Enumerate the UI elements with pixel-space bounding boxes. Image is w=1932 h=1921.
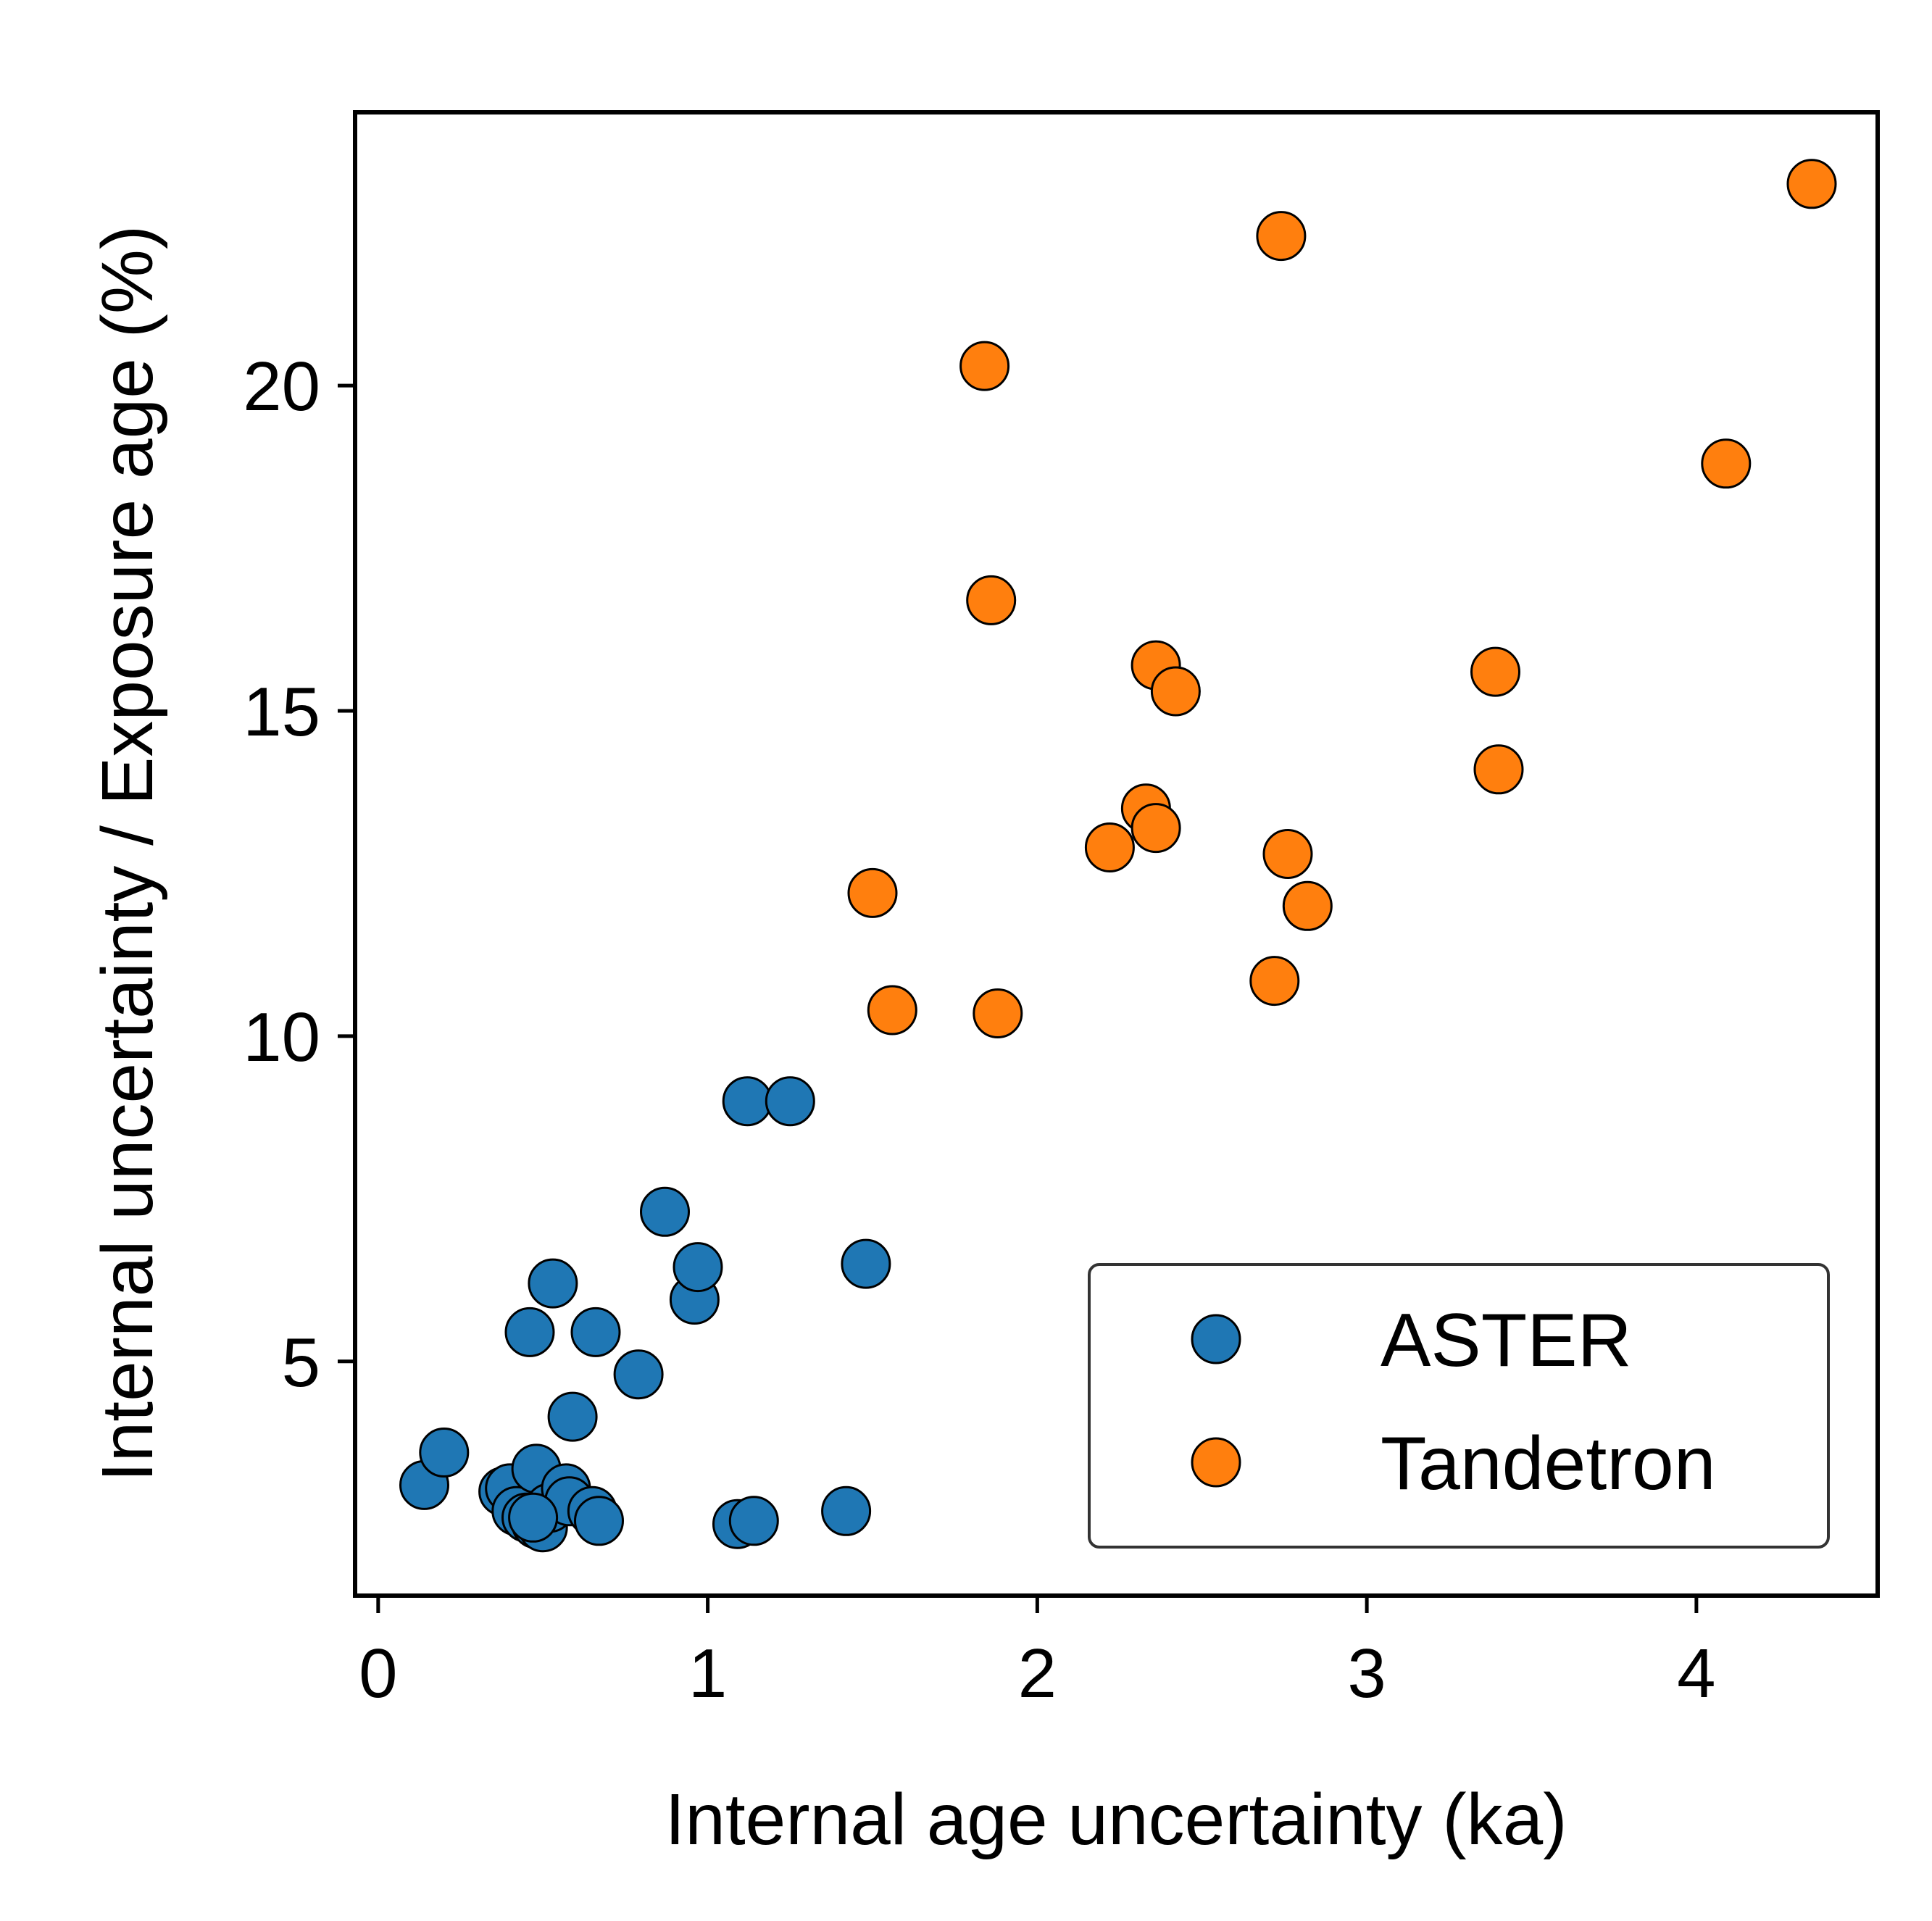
legend-label-aster: ASTER [1381, 1299, 1632, 1383]
point-tandetron [1256, 211, 1307, 262]
point-tandetron [1084, 822, 1135, 872]
point-aster [528, 1258, 578, 1309]
legend: ASTER Tandetron [1088, 1263, 1830, 1549]
x-tick-label: 0 [359, 1635, 397, 1712]
point-aster [765, 1076, 815, 1127]
x-axis-label: Internal age uncertainty (ka) [665, 1779, 1567, 1860]
x-tick-label: 2 [1018, 1635, 1057, 1712]
y-axis-label: Internal uncertainty / Exposure age (%) [87, 225, 168, 1482]
point-tandetron [1473, 744, 1524, 795]
point-aster [508, 1492, 559, 1543]
x-axis-ticks: 0 1 2 3 4 [359, 1596, 1716, 1712]
point-tandetron [847, 867, 898, 918]
point-tandetron [1282, 880, 1333, 931]
point-tandetron [1131, 803, 1181, 854]
point-aster [640, 1186, 690, 1237]
point-aster [504, 1307, 555, 1357]
point-aster [613, 1349, 664, 1400]
point-tandetron [867, 985, 917, 1035]
point-aster [419, 1428, 470, 1478]
legend-label-tandetron: Tandetron [1381, 1422, 1716, 1506]
y-tick-label: 15 [243, 673, 320, 751]
y-tick-label: 20 [243, 348, 320, 425]
x-tick-label: 3 [1347, 1635, 1386, 1712]
point-aster [728, 1496, 779, 1546]
plot-area-frame [353, 110, 1880, 1598]
point-tandetron [1249, 956, 1300, 1007]
point-tandetron [1470, 646, 1520, 697]
point-aster [841, 1238, 891, 1289]
y-axis-ticks: 5 10 15 20 [243, 348, 355, 1401]
y-tick-label: 10 [243, 999, 320, 1076]
point-tandetron [1701, 438, 1752, 489]
data-points-layer [399, 159, 1837, 1553]
x-tick-label: 4 [1677, 1635, 1715, 1712]
x-tick-label: 1 [688, 1635, 727, 1712]
point-tandetron [1786, 159, 1837, 209]
point-aster [547, 1391, 598, 1442]
point-tandetron [1150, 666, 1201, 717]
point-aster [574, 1496, 624, 1546]
point-tandetron [973, 988, 1023, 1038]
legend-frame [1088, 1263, 1830, 1549]
legend-marker-aster [1191, 1314, 1241, 1364]
y-tick-label: 5 [282, 1324, 320, 1401]
point-tandetron [959, 341, 1010, 391]
point-aster [570, 1307, 621, 1357]
point-tandetron [1262, 829, 1313, 879]
point-aster [673, 1242, 723, 1293]
point-tandetron [966, 575, 1017, 625]
point-aster [722, 1076, 773, 1127]
legend-marker-tandetron [1191, 1437, 1241, 1488]
point-aster [821, 1485, 872, 1536]
